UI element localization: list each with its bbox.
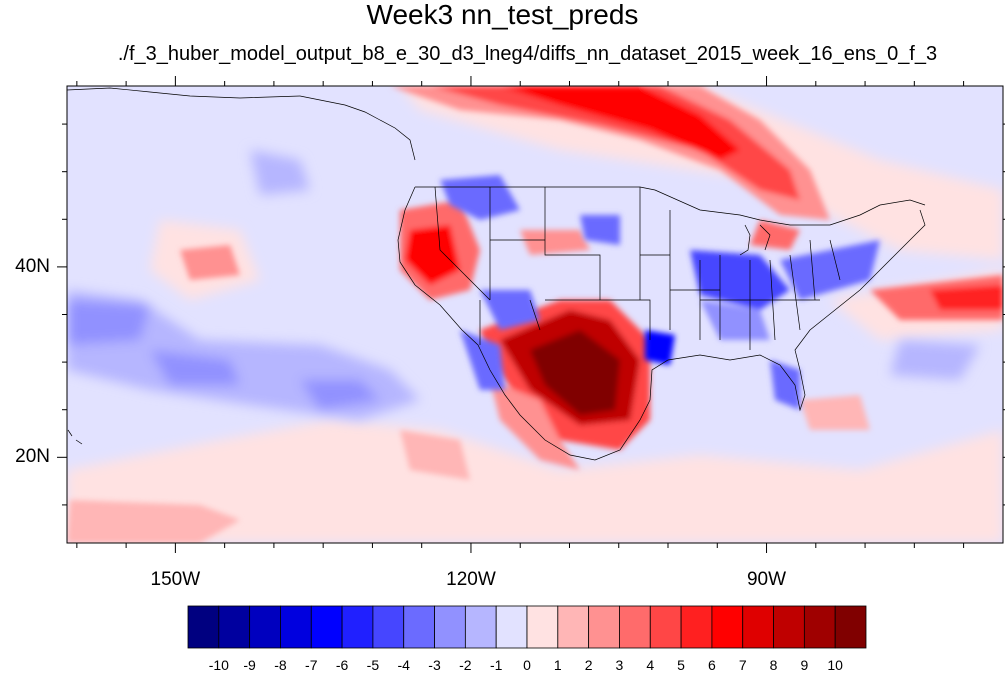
lon-label: 120W [446,569,496,590]
colorbar-label: -7 [305,657,318,673]
colorbar-swatch [803,605,836,649]
colorbar-swatch [649,605,682,649]
colorbar-label: -10 [208,657,229,673]
lat-label: 40N [15,255,50,277]
lon-label: 150W [150,569,201,590]
colorbar-swatch [280,605,312,649]
colorbar-swatch [249,605,281,649]
colorbar-swatch [526,605,559,649]
colorbar-label: 10 [827,657,843,673]
colorbar-swatch [495,605,528,649]
colorbar-label: 0 [523,657,531,673]
lon-label: 90W [746,569,787,590]
colorbar-label: 3 [615,657,624,673]
colorbar-label: -2 [459,657,472,673]
colorbar-swatch [773,605,805,649]
colorbar-swatch [711,605,744,649]
colorbar-label: 9 [800,657,809,673]
colorbar-swatch [464,605,497,649]
colorbar-label: 7 [738,657,747,673]
map-field [67,86,1003,543]
colorbar-label: -9 [243,657,256,673]
colorbar-swatch [619,605,651,649]
colorbar-label: -4 [397,657,410,673]
map-title: Week3 nn_test_preds [366,0,639,30]
colorbar-label: -3 [428,657,441,673]
colorbar-swatch [742,605,774,649]
colorbar-swatch [341,605,374,649]
coastlines [67,87,926,461]
colorbar-swatch [403,605,435,649]
colorbar [187,605,867,649]
colorbar-label: 1 [553,657,562,673]
colorbar-label: 2 [584,657,593,673]
colorbar-label: 4 [646,657,655,673]
lat-label: 20N [15,446,50,468]
colorbar-swatch [588,605,620,649]
colorbar-label: 6 [708,657,716,673]
colorbar-swatch [680,605,713,649]
colorbar-swatch [834,605,867,649]
colorbar-swatch [187,605,220,649]
colorbar-label: 5 [677,657,685,673]
colorbar-swatch [310,605,343,649]
colorbar-label: 8 [769,657,778,673]
colorbar-swatch [218,605,251,649]
colorbar-label: -6 [335,657,349,673]
colorbar-label: -1 [489,657,503,673]
colorbar-label: -8 [274,657,287,673]
colorbar-swatch [434,605,466,649]
colorbar-label: -5 [366,657,380,673]
map-subtitle: ./f_3_huber_model_output_b8_e_30_d3_lneg… [117,43,938,65]
colorbar-swatch [557,605,590,649]
colorbar-swatch [372,605,405,649]
